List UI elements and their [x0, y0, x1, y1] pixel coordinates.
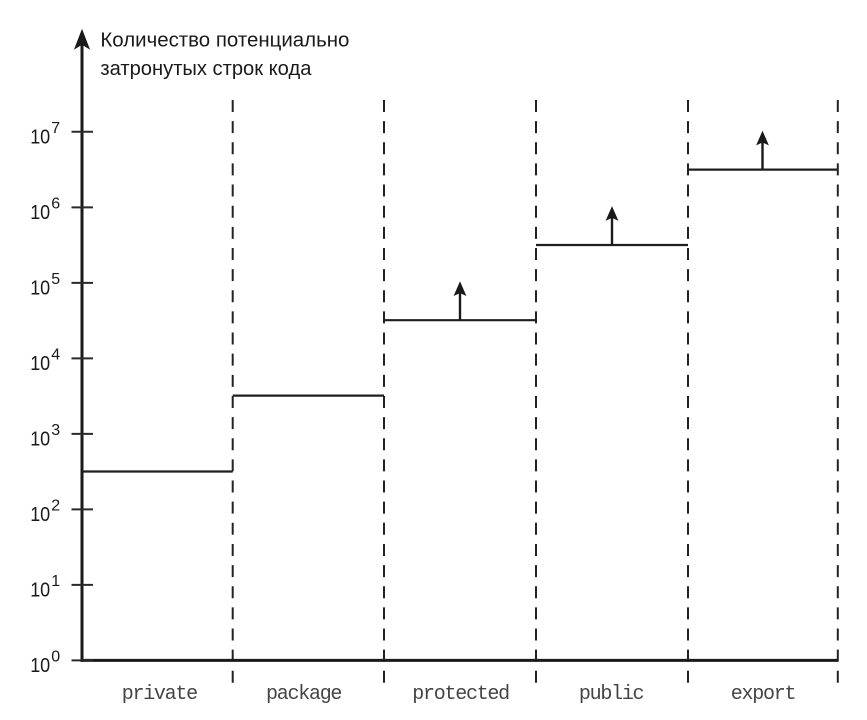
svg-text:затронутых строк кода: затронутых строк кода: [100, 58, 312, 80]
svg-text:10: 10: [30, 580, 50, 602]
svg-text:7: 7: [51, 120, 60, 137]
svg-text:5: 5: [51, 271, 60, 288]
svg-text:4: 4: [51, 347, 60, 364]
svg-text:Количество потенциально: Количество потенциально: [100, 30, 349, 52]
svg-text:public: public: [579, 683, 644, 706]
svg-text:6: 6: [51, 196, 60, 213]
svg-text:0: 0: [51, 649, 60, 666]
svg-text:10: 10: [30, 278, 50, 300]
svg-text:10: 10: [30, 202, 50, 224]
svg-text:10: 10: [30, 504, 50, 526]
svg-text:10: 10: [30, 353, 50, 375]
svg-text:private: private: [122, 683, 197, 706]
svg-text:10: 10: [30, 655, 50, 677]
svg-text:protected: protected: [412, 683, 509, 706]
svg-text:3: 3: [51, 422, 60, 439]
svg-text:2: 2: [51, 498, 60, 515]
svg-text:10: 10: [30, 429, 50, 451]
svg-text:1: 1: [51, 573, 60, 590]
svg-text:export: export: [731, 683, 795, 706]
svg-text:package: package: [266, 683, 341, 706]
svg-text:10: 10: [30, 127, 50, 149]
